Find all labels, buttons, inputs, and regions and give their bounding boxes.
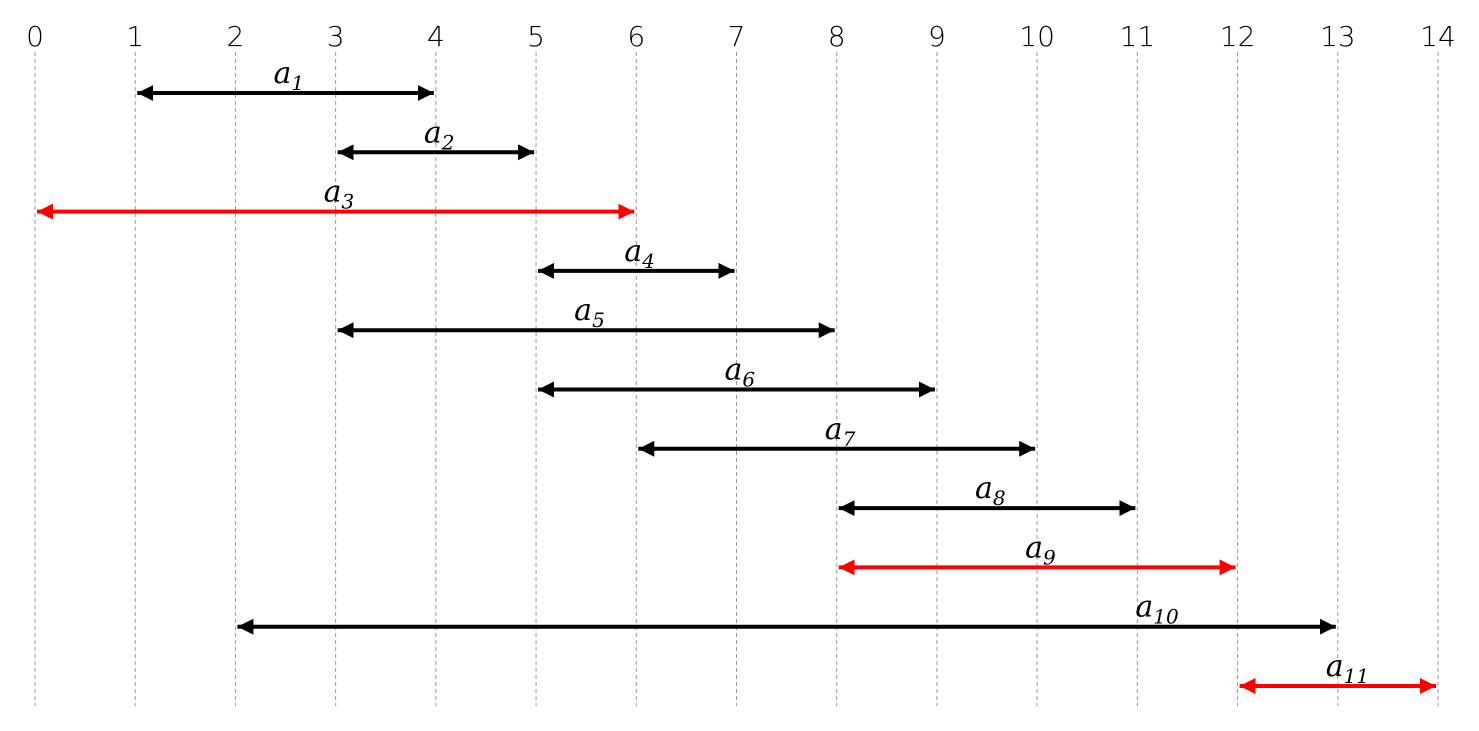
label-letter: a (624, 234, 642, 269)
tick-label: 4 (427, 20, 445, 53)
label-letter: a (975, 471, 993, 506)
interval-label: a2 (424, 115, 455, 154)
interval-label: a4 (624, 234, 655, 273)
label-subscript: 6 (742, 368, 755, 392)
label-subscript: 2 (441, 130, 455, 154)
tick-label: 11 (1120, 20, 1156, 53)
label-letter: a (1326, 649, 1344, 684)
tick-label: 14 (1420, 20, 1456, 53)
tick-label: 7 (728, 20, 746, 53)
tick-label: 1 (126, 20, 144, 53)
label-letter: a (274, 56, 292, 91)
tick-label: 9 (928, 20, 946, 53)
interval-label: a10 (1135, 590, 1179, 629)
interval-label: a8 (975, 471, 1006, 510)
interval-label: a6 (725, 353, 756, 392)
label-letter: a (1025, 530, 1043, 565)
label-subscript: 4 (641, 249, 655, 273)
tick-label: 0 (26, 20, 44, 53)
tick-label: 13 (1320, 20, 1356, 53)
label-subscript: 1 (291, 71, 304, 95)
label-subscript: 5 (592, 308, 605, 332)
interval-label: a5 (574, 293, 605, 332)
interval-label: a7 (825, 412, 856, 451)
interval-label: a3 (324, 175, 355, 214)
tick-label: 12 (1220, 20, 1256, 53)
label-subscript: 3 (342, 190, 355, 214)
tick-label: 5 (527, 20, 545, 53)
label-letter: a (1135, 590, 1153, 625)
interval-label: a9 (1025, 530, 1056, 569)
label-letter: a (825, 412, 843, 447)
tick-label: 2 (227, 20, 245, 53)
label-subscript: 10 (1153, 605, 1179, 629)
label-subscript: 11 (1344, 664, 1369, 688)
interval-label: a1 (274, 56, 305, 95)
label-letter: a (574, 293, 592, 328)
tick-label: 6 (627, 20, 645, 53)
label-letter: a (424, 115, 442, 150)
tick-label: 3 (327, 20, 345, 53)
label-letter: a (725, 353, 743, 388)
label-subscript: 7 (843, 427, 856, 451)
interval-label: a11 (1326, 649, 1369, 688)
tick-label: 8 (828, 20, 846, 53)
label-letter: a (324, 175, 342, 210)
tick-label: 10 (1019, 20, 1055, 53)
label-subscript: 9 (1043, 545, 1056, 569)
label-subscript: 8 (993, 486, 1006, 510)
